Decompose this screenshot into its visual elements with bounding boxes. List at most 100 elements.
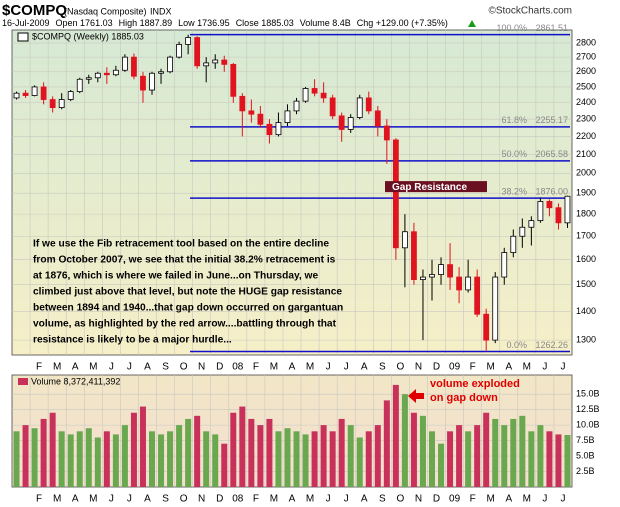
volume-bar — [438, 443, 445, 487]
volume-bar — [167, 431, 174, 487]
x-tick-label: A — [361, 362, 368, 373]
volume-bar — [555, 434, 562, 487]
candle-body — [122, 56, 128, 71]
level-pct: 61.8% — [501, 115, 527, 125]
volume-bar — [230, 412, 237, 487]
candle-body — [284, 110, 291, 123]
candle-body — [22, 92, 29, 96]
legend: $COMPQ (Weekly) 1885.03 — [32, 31, 144, 41]
commentary-line: If we use the Fib retracement tool based… — [33, 239, 329, 250]
x-tick-label: A — [505, 362, 512, 373]
y-tick-label: 2500 — [576, 81, 596, 91]
candle-body — [230, 63, 237, 97]
legend-swatch — [17, 32, 29, 42]
volume-bar — [76, 431, 83, 487]
x-tick-label: N — [415, 494, 422, 505]
candle-body — [149, 72, 155, 91]
commentary-line: resistance is likely to be a major hurdl… — [33, 335, 232, 346]
x-tick-label: A — [289, 494, 296, 505]
candle-body — [392, 139, 399, 249]
candle-body — [112, 69, 119, 76]
level-pct: 100.0% — [496, 23, 527, 33]
candle-body — [320, 92, 327, 99]
level-label: 1262.26 — [535, 340, 568, 350]
x-tick-label: M — [523, 362, 531, 373]
level-label: 2255.17 — [535, 115, 568, 125]
x-tick-label: 08 — [232, 494, 244, 505]
x-tick-label: O — [180, 362, 188, 373]
x-tick-label: J — [326, 362, 331, 373]
volume-bar — [158, 434, 165, 487]
volume-bar — [149, 431, 155, 487]
annotation-arrow — [408, 389, 424, 403]
legend-swatch — [18, 378, 28, 385]
x-tick-label: J — [542, 494, 547, 505]
candle-body — [40, 86, 47, 100]
volume-bar — [365, 431, 372, 487]
candle-body — [67, 91, 74, 100]
level-pct: 0.0% — [506, 340, 527, 350]
volume-bar — [528, 431, 535, 487]
y-tick-label: 1300 — [576, 334, 596, 344]
volume-bar — [483, 412, 490, 487]
candle-body — [31, 86, 38, 96]
candle-body — [140, 75, 146, 91]
annotation-text: on gap down — [430, 392, 498, 404]
candle-body — [49, 99, 56, 109]
level-label: 2065.58 — [535, 149, 568, 159]
commentary-line: between 1894 and 1940...that gap down oc… — [33, 303, 343, 314]
x-tick-label: A — [144, 494, 151, 505]
price-chart: 1300 1400 1500 1600 1700 1800 1900 2000 2100 2200… — [12, 23, 596, 373]
candle-body — [131, 56, 137, 77]
volume-bar — [537, 425, 544, 487]
x-tick-label: J — [109, 494, 114, 505]
x-tick-label: J — [560, 494, 565, 505]
candle-body — [221, 59, 228, 65]
volume-bar — [275, 431, 282, 487]
candle-body — [365, 97, 372, 112]
volume-bar — [492, 418, 499, 487]
x-tick-label: M — [487, 362, 495, 373]
y-tick-label: 7.5B — [576, 435, 595, 445]
x-tick-label: J — [344, 362, 349, 373]
x-tick-label: A — [72, 362, 79, 373]
candle-body — [374, 110, 381, 127]
x-tick-label: M — [89, 494, 97, 505]
x-tick-label: M — [523, 494, 531, 505]
quote-bar: 16-Jul-2009 Open 1761.03 High 1887.89 Low 1… — [2, 18, 448, 28]
x-tick-label: J — [127, 494, 132, 505]
x-tick-label: D — [216, 494, 223, 505]
candle-body — [185, 37, 192, 45]
x-tick-label: J — [127, 362, 132, 373]
candle-body — [356, 97, 363, 118]
candle-body — [85, 77, 92, 80]
x-tick-label: J — [326, 494, 331, 505]
annotation-box — [385, 181, 487, 193]
quote-item: High 1887.89 — [119, 18, 173, 28]
candle-body — [158, 71, 164, 74]
candle-body — [447, 264, 453, 278]
candle-body — [420, 276, 426, 280]
volume-bar — [501, 425, 508, 487]
x-tick-label: O — [180, 494, 188, 505]
credit: ©StockCharts.com — [488, 6, 572, 17]
volume-bar — [121, 425, 128, 487]
volume-bar — [31, 428, 38, 487]
candle-body — [519, 226, 526, 237]
x-tick-label: M — [53, 362, 61, 373]
x-tick-label: J — [542, 362, 547, 373]
candle-body — [293, 100, 300, 112]
candle-body — [528, 220, 535, 228]
candle-body — [347, 117, 354, 130]
x-tick-label: M — [270, 362, 278, 373]
x-tick-label: M — [270, 494, 278, 505]
candle-body — [402, 231, 408, 249]
volume-bar — [374, 425, 381, 487]
y-tick-label: 2100 — [576, 149, 596, 159]
candle-body — [501, 252, 508, 278]
candle-body — [248, 110, 255, 115]
candle-body — [176, 44, 182, 58]
x-tick-label: F — [253, 494, 259, 505]
volume-bar — [401, 394, 408, 487]
